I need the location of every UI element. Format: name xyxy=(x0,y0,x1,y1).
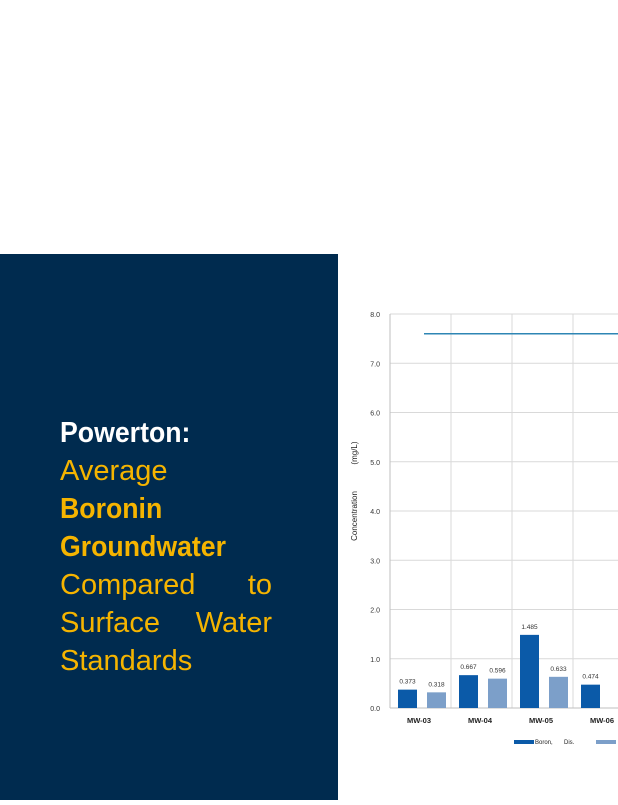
x-tick-label: MW-04 xyxy=(468,716,493,725)
data-label: 0.633 xyxy=(550,666,567,673)
y-tick-label: 5.0 xyxy=(370,460,380,467)
y-tick-label: 4.0 xyxy=(370,509,380,516)
chart-svg: 0.0 1.0 2.0 3.0 4.0 5.0 6.0 7.0 8.0 0.373 0.667 1.4… xyxy=(350,312,618,746)
data-label: 1.485 xyxy=(521,624,538,631)
title-panel xyxy=(0,254,338,800)
title-line-3: Boronin xyxy=(60,493,163,525)
bar xyxy=(427,692,446,708)
bar xyxy=(488,678,507,708)
title-line-7: Standards xyxy=(60,645,193,677)
title-line-6a: Surface xyxy=(60,607,160,639)
data-label: 0.667 xyxy=(460,664,477,671)
y-tick-label: 3.0 xyxy=(370,558,380,565)
y-tick-label: 0.0 xyxy=(370,706,380,713)
title-line-2: Average xyxy=(60,455,168,487)
bar xyxy=(549,676,568,708)
data-label: 0.596 xyxy=(489,668,506,675)
title-line-6b: Water xyxy=(195,607,272,639)
title-line-5: Compared to xyxy=(60,566,272,604)
boron-chart: 0.0 1.0 2.0 3.0 4.0 5.0 6.0 7.0 8.0 0.373 0.667 1.4… xyxy=(338,254,618,800)
title-line-1: Powerton: xyxy=(60,417,191,449)
y-tick-label: 7.0 xyxy=(370,361,380,368)
y-axis-label-unit: (mg/L) xyxy=(350,441,359,464)
slide-title: Powerton: Average Boronin Groundwater Co… xyxy=(60,414,272,680)
y-tick-label: 2.0 xyxy=(370,608,380,615)
title-line-6: Surface Water xyxy=(60,604,272,642)
data-label: 0.318 xyxy=(428,681,445,688)
title-line-5a: Compared xyxy=(60,569,196,601)
legend-label-dis: Dis. xyxy=(564,740,575,746)
bar xyxy=(459,675,478,708)
y-tick-label: 6.0 xyxy=(370,411,380,418)
data-label: 0.474 xyxy=(582,674,599,681)
y-tick-label: 8.0 xyxy=(370,312,380,319)
data-label: 0.373 xyxy=(399,679,416,686)
title-line-5b: to xyxy=(247,569,272,601)
x-tick-label: MW-06 xyxy=(590,716,614,725)
y-axis-label: Concentration xyxy=(350,491,359,541)
bar xyxy=(398,689,417,708)
bar xyxy=(581,684,600,708)
x-tick-label: MW-03 xyxy=(407,716,431,725)
legend-swatch-boron xyxy=(514,740,534,744)
y-tick-label: 1.0 xyxy=(370,657,380,664)
legend-swatch-dis xyxy=(596,740,616,744)
title-line-4: Groundwater xyxy=(60,531,227,563)
bar xyxy=(520,634,539,708)
x-tick-label: MW-05 xyxy=(529,716,553,725)
legend-label-boron: Boron, xyxy=(535,740,553,746)
